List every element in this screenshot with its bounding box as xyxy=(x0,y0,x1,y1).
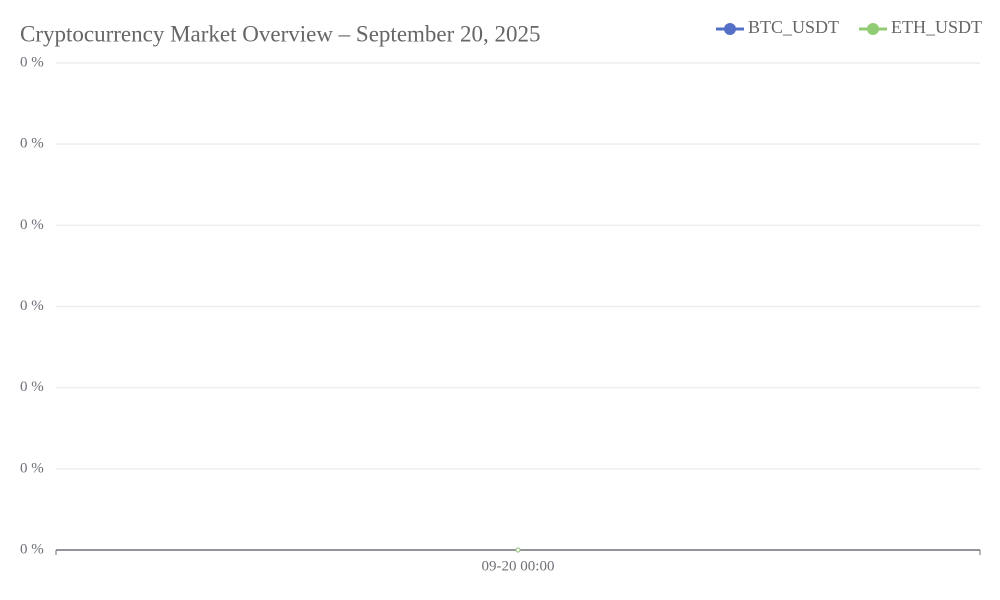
data-point xyxy=(515,547,521,553)
legend-label: BTC_USDT xyxy=(748,17,839,37)
x-tick-label: 09-20 00:00 xyxy=(482,558,555,574)
legend-swatch xyxy=(867,23,879,35)
y-tick-label: 0 % xyxy=(20,298,44,314)
y-tick-label: 0 % xyxy=(20,136,44,152)
legend-label: ETH_USDT xyxy=(891,17,982,37)
y-tick-label: 0 % xyxy=(20,541,44,557)
y-tick-label: 0 % xyxy=(20,54,44,70)
y-tick-label: 0 % xyxy=(20,379,44,395)
chart-title: Cryptocurrency Market Overview – Septemb… xyxy=(20,21,541,46)
y-tick-label: 0 % xyxy=(20,217,44,233)
legend-swatch xyxy=(723,23,736,35)
y-tick-label: 0 % xyxy=(20,460,44,476)
legend: ETH_USDT BTC_USDT xyxy=(715,17,982,37)
